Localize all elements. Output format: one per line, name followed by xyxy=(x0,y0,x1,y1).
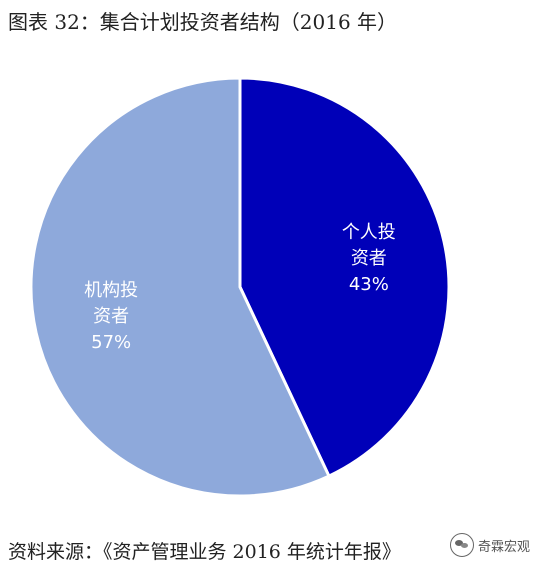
slice-category-label: 机构投 xyxy=(84,280,138,301)
wechat-logo-icon xyxy=(450,533,474,557)
pie-slice-2 xyxy=(29,76,331,498)
slice-category-label: 个人投 xyxy=(342,222,396,243)
slice-value-label: 43% xyxy=(349,274,389,295)
pie-slice-1 xyxy=(238,76,451,479)
slice-category-label: 资者 xyxy=(93,306,129,327)
figure-title: 图表 32：集合计划投资者结构（2016 年） xyxy=(8,10,398,34)
slice-label-2: 机构投资者 57% xyxy=(84,280,138,353)
slice-category-label: 资者 xyxy=(351,248,387,269)
source-note: 资料来源：《资产管理业务 2016 年统计年报》 xyxy=(8,541,401,563)
watermark-text: 奇霖宏观 xyxy=(478,539,531,555)
slice-value-label: 57% xyxy=(91,332,131,353)
watermark: 奇霖宏观 xyxy=(450,533,530,557)
slice-label-1: 个人投资者 43% xyxy=(342,222,396,295)
